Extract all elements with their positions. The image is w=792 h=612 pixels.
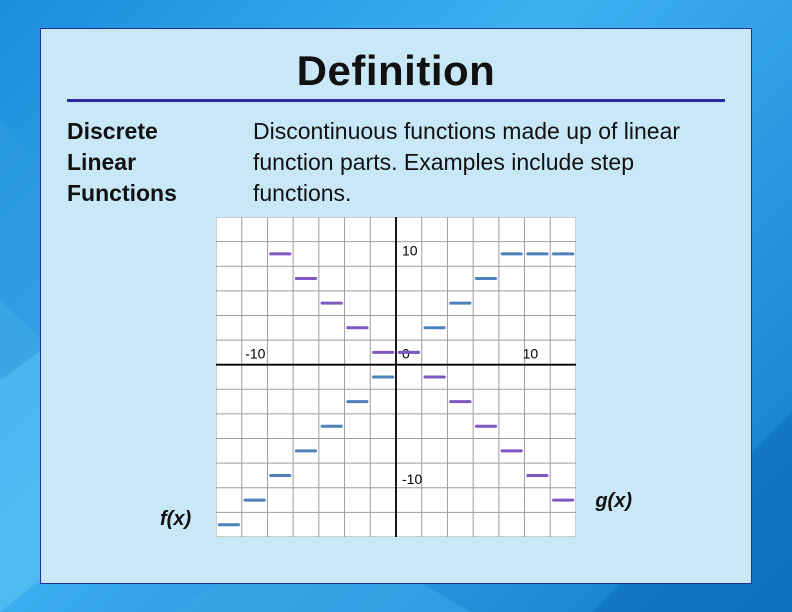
svg-text:-10: -10 [402, 471, 422, 487]
chart-container: f(x) g(x) -10010-1010 [67, 217, 725, 537]
definition-card: Definition Discrete Linear Functions Dis… [40, 28, 752, 584]
term-text: Discrete Linear Functions [67, 116, 227, 209]
svg-text:-10: -10 [245, 346, 265, 362]
svg-text:10: 10 [402, 243, 418, 259]
svg-text:10: 10 [523, 346, 539, 362]
step-chart: -10010-1010 [216, 217, 576, 537]
card-body: Discrete Linear Functions Discontinuous … [67, 116, 725, 209]
card-title: Definition [67, 47, 725, 95]
slide-stage: Definition Discrete Linear Functions Dis… [0, 0, 792, 612]
definition-text: Discontinuous functions made up of linea… [253, 116, 725, 209]
chart-box: f(x) g(x) -10010-1010 [216, 217, 576, 537]
g-label: g(x) [595, 490, 632, 513]
f-label: f(x) [160, 508, 191, 531]
title-rule [67, 99, 725, 102]
